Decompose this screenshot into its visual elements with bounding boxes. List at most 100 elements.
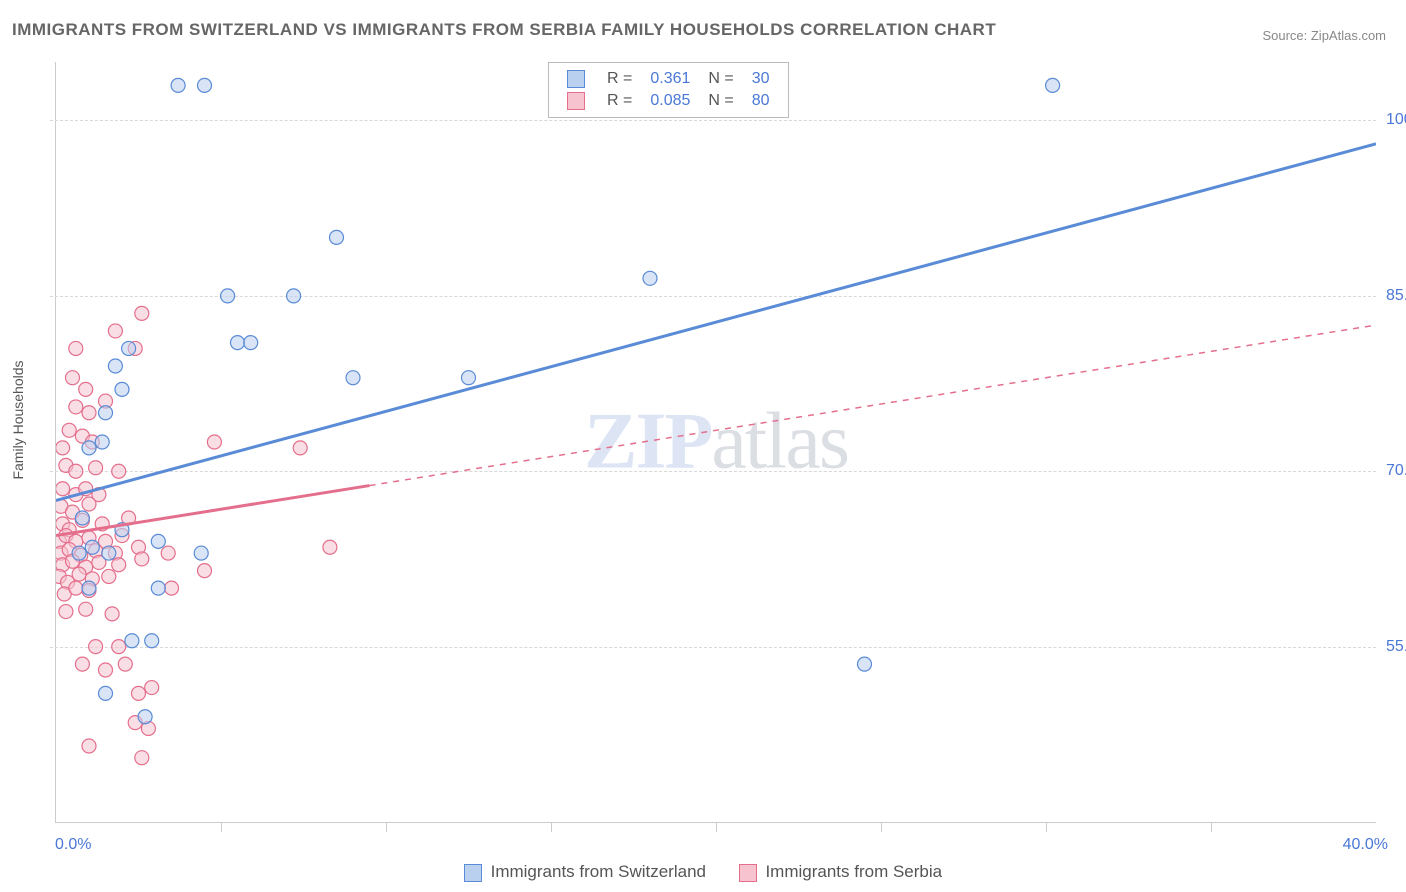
scatter-point xyxy=(858,657,872,671)
scatter-point xyxy=(112,464,126,478)
x-tick xyxy=(221,822,222,832)
scatter-point xyxy=(102,569,116,583)
scatter-point xyxy=(99,663,113,677)
scatter-point xyxy=(69,341,83,355)
scatter-point xyxy=(108,359,122,373)
scatter-point xyxy=(231,336,245,350)
scatter-point xyxy=(138,710,152,724)
scatter-point xyxy=(69,581,83,595)
swatch-switzerland xyxy=(567,70,585,88)
scatter-point xyxy=(330,230,344,244)
scatter-point xyxy=(1046,78,1060,92)
scatter-point xyxy=(62,423,76,437)
scatter-svg xyxy=(56,62,1376,822)
scatter-point xyxy=(462,371,476,385)
y-tick-label: 100.0% xyxy=(1386,111,1406,129)
scatter-point xyxy=(82,739,96,753)
scatter-point xyxy=(72,546,86,560)
scatter-point xyxy=(221,289,235,303)
plot-area: ZIPatlas 55.0%70.0%85.0%100.0% xyxy=(55,62,1376,823)
x-tick xyxy=(1211,822,1212,832)
scatter-point xyxy=(323,540,337,554)
scatter-point xyxy=(198,78,212,92)
scatter-point xyxy=(115,382,129,396)
legend-label-serbia: Immigrants from Serbia xyxy=(765,862,942,881)
legend-R-serbia: 0.085 xyxy=(642,91,698,111)
scatter-point xyxy=(135,552,149,566)
legend-item-serbia: Immigrants from Serbia xyxy=(739,862,942,882)
scatter-point xyxy=(99,406,113,420)
scatter-point xyxy=(198,564,212,578)
scatter-point xyxy=(145,634,159,648)
scatter-point xyxy=(112,558,126,572)
legend-R-label: R = xyxy=(599,91,640,111)
x-tick-label: 0.0% xyxy=(55,836,91,854)
scatter-point xyxy=(346,371,360,385)
scatter-point xyxy=(151,581,165,595)
scatter-point xyxy=(82,441,96,455)
scatter-point xyxy=(132,686,146,700)
y-tick-label: 55.0% xyxy=(1386,638,1406,656)
scatter-point xyxy=(89,640,103,654)
legend-N-serbia: 80 xyxy=(744,91,778,111)
scatter-point xyxy=(69,400,83,414)
scatter-point xyxy=(145,681,159,695)
scatter-point xyxy=(56,441,70,455)
scatter-point xyxy=(72,567,86,581)
scatter-point xyxy=(82,497,96,511)
scatter-point xyxy=(171,78,185,92)
source-label: Source: ZipAtlas.com xyxy=(1262,28,1386,43)
scatter-point xyxy=(165,581,179,595)
legend-stats-row-serbia: R = 0.085 N = 80 xyxy=(559,91,778,111)
trend-line xyxy=(56,144,1376,501)
scatter-point xyxy=(151,534,165,548)
scatter-point xyxy=(194,546,208,560)
x-tick xyxy=(1046,822,1047,832)
legend-N-switzerland: 30 xyxy=(744,69,778,89)
scatter-point xyxy=(75,657,89,671)
y-axis-label: Family Households xyxy=(10,360,26,479)
scatter-point xyxy=(244,336,258,350)
legend-item-switzerland: Immigrants from Switzerland xyxy=(464,862,706,882)
legend-N-label: N = xyxy=(700,69,741,89)
scatter-point xyxy=(643,271,657,285)
legend-stats-row-switzerland: R = 0.361 N = 30 xyxy=(559,69,778,89)
scatter-point xyxy=(118,657,132,671)
scatter-point xyxy=(125,634,139,648)
legend-N-label: N = xyxy=(700,91,741,111)
swatch-switzerland xyxy=(464,864,482,882)
scatter-point xyxy=(66,371,80,385)
scatter-point xyxy=(207,435,221,449)
y-tick-label: 70.0% xyxy=(1386,462,1406,480)
scatter-point xyxy=(85,540,99,554)
chart-title: IMMIGRANTS FROM SWITZERLAND VS IMMIGRANT… xyxy=(12,20,996,40)
trend-line xyxy=(370,325,1377,485)
scatter-point xyxy=(89,461,103,475)
x-tick xyxy=(881,822,882,832)
x-tick xyxy=(386,822,387,832)
scatter-point xyxy=(105,607,119,621)
scatter-point xyxy=(135,306,149,320)
scatter-point xyxy=(69,464,83,478)
scatter-point xyxy=(56,482,70,496)
scatter-point xyxy=(82,581,96,595)
scatter-point xyxy=(122,341,136,355)
swatch-serbia xyxy=(739,864,757,882)
legend-R-switzerland: 0.361 xyxy=(642,69,698,89)
scatter-point xyxy=(135,751,149,765)
scatter-point xyxy=(102,546,116,560)
scatter-point xyxy=(287,289,301,303)
scatter-point xyxy=(108,324,122,338)
x-tick xyxy=(716,822,717,832)
scatter-point xyxy=(293,441,307,455)
legend-R-label: R = xyxy=(599,69,640,89)
scatter-point xyxy=(112,640,126,654)
scatter-point xyxy=(75,511,89,525)
scatter-point xyxy=(95,435,109,449)
swatch-serbia xyxy=(567,92,585,110)
x-tick xyxy=(551,822,552,832)
scatter-point xyxy=(161,546,175,560)
legend-stats: R = 0.361 N = 30 R = 0.085 N = 80 xyxy=(548,62,789,118)
legend-label-switzerland: Immigrants from Switzerland xyxy=(491,862,706,881)
scatter-point xyxy=(59,605,73,619)
